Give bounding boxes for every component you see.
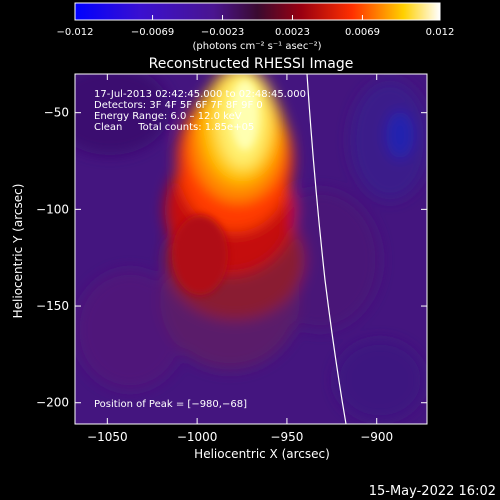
footer-timestamp: 15-May-2022 16:02: [369, 484, 496, 499]
y-axis-label: Heliocentric Y (arcsec): [11, 184, 25, 319]
colorbar-tick-label: −0.0023: [201, 27, 244, 38]
colorbar: [74, 2, 441, 21]
y-axis-ticks: −50 −100 −150 −200: [36, 106, 427, 410]
x-tick-label: −900: [360, 430, 393, 444]
y-tick-label: −50: [44, 106, 69, 120]
x-tick-label: −950: [270, 430, 303, 444]
info-line-detectors: Detectors: 3F 4F 5F 6F 7F 8F 9F 0: [94, 100, 263, 111]
info-line-energy: Energy Range: 6.0 – 12.0 keV: [94, 111, 242, 122]
x-tick-label: −1000: [177, 430, 218, 444]
colorbar-tick-label: 0.0023: [275, 27, 310, 38]
x-tick-label: −1050: [87, 430, 128, 444]
colorbar-tick-label: 0.012: [426, 27, 455, 38]
solar-image: [75, 74, 427, 424]
colorbar-tick-label: −0.012: [56, 27, 93, 38]
solar-limb-line: [306, 74, 347, 424]
colorbar-tick-labels: −0.012 −0.0069 −0.0023 0.0023 0.0069 0.012: [56, 27, 454, 38]
x-axis-label: Heliocentric X (arcsec): [194, 447, 330, 461]
colorbar-ticks: [74, 15, 441, 20]
info-line-clean: Clean Total counts: 1.85e+05: [94, 122, 254, 133]
colorbar-tick-label: −0.0069: [131, 27, 174, 38]
peak-position-label: Position of Peak = [−980,−68]: [94, 399, 247, 410]
colorbar-unit-label: (photons cm⁻² s⁻¹ asec⁻²): [192, 41, 321, 52]
y-tick-label: −100: [36, 202, 69, 216]
y-tick-label: −200: [36, 396, 69, 410]
colorbar-tick-label: 0.0069: [345, 27, 380, 38]
info-line-time: 17-Jul-2013 02:42:45.000 to 02:48:45.000: [94, 89, 306, 100]
plot-title: Reconstructed RHESSI Image: [149, 56, 354, 72]
plot-frame: [74, 73, 428, 425]
x-axis-ticks: −1050 −1000 −950 −900: [87, 74, 393, 444]
y-tick-label: −150: [36, 299, 69, 313]
info-text: 17-Jul-2013 02:42:45.000 to 02:48:45.000…: [94, 89, 306, 410]
